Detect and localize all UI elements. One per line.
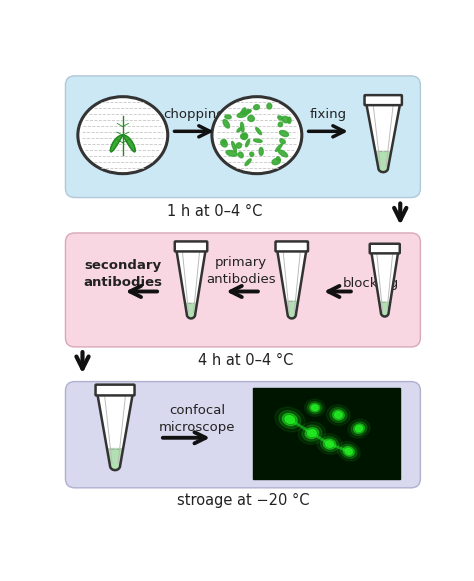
Ellipse shape bbox=[237, 128, 242, 132]
FancyBboxPatch shape bbox=[370, 244, 400, 253]
Bar bbox=[253, 388, 400, 479]
Text: secondary
antibodies: secondary antibodies bbox=[83, 259, 162, 289]
Ellipse shape bbox=[305, 399, 325, 416]
Ellipse shape bbox=[337, 442, 360, 461]
Text: 4 h at 0–4 °C: 4 h at 0–4 °C bbox=[198, 353, 293, 368]
Ellipse shape bbox=[279, 411, 301, 428]
Ellipse shape bbox=[221, 140, 227, 147]
Ellipse shape bbox=[223, 139, 226, 144]
Ellipse shape bbox=[232, 141, 237, 152]
Polygon shape bbox=[176, 249, 206, 318]
Ellipse shape bbox=[323, 439, 336, 449]
Ellipse shape bbox=[327, 405, 350, 425]
FancyBboxPatch shape bbox=[365, 95, 402, 105]
Ellipse shape bbox=[330, 407, 347, 422]
Polygon shape bbox=[376, 151, 390, 172]
FancyBboxPatch shape bbox=[96, 385, 135, 396]
Ellipse shape bbox=[317, 433, 342, 454]
Ellipse shape bbox=[285, 415, 294, 424]
Ellipse shape bbox=[280, 131, 289, 137]
Ellipse shape bbox=[245, 159, 251, 166]
Ellipse shape bbox=[250, 152, 254, 156]
Ellipse shape bbox=[254, 139, 262, 142]
Text: chopping: chopping bbox=[163, 107, 225, 120]
Text: 1 h at 0–4 °C: 1 h at 0–4 °C bbox=[166, 205, 262, 220]
Ellipse shape bbox=[226, 150, 237, 156]
Ellipse shape bbox=[246, 139, 250, 147]
Ellipse shape bbox=[298, 422, 326, 444]
FancyBboxPatch shape bbox=[65, 233, 420, 347]
Ellipse shape bbox=[241, 133, 247, 139]
Ellipse shape bbox=[343, 446, 355, 456]
FancyBboxPatch shape bbox=[65, 382, 420, 488]
Ellipse shape bbox=[238, 152, 243, 158]
FancyBboxPatch shape bbox=[275, 242, 308, 252]
Polygon shape bbox=[277, 249, 307, 318]
Ellipse shape bbox=[278, 122, 283, 127]
Polygon shape bbox=[186, 303, 196, 318]
Ellipse shape bbox=[240, 110, 251, 114]
Ellipse shape bbox=[254, 105, 259, 110]
Ellipse shape bbox=[267, 103, 272, 109]
Ellipse shape bbox=[326, 441, 334, 447]
Ellipse shape bbox=[223, 120, 229, 128]
Text: blocking: blocking bbox=[343, 277, 399, 290]
Ellipse shape bbox=[248, 116, 254, 121]
Ellipse shape bbox=[236, 143, 242, 148]
Ellipse shape bbox=[305, 428, 319, 439]
Text: primary
antibodies: primary antibodies bbox=[206, 256, 275, 286]
Ellipse shape bbox=[278, 150, 288, 157]
Ellipse shape bbox=[275, 144, 283, 152]
Ellipse shape bbox=[241, 134, 246, 139]
Ellipse shape bbox=[335, 412, 342, 418]
Ellipse shape bbox=[237, 112, 247, 117]
Ellipse shape bbox=[320, 436, 339, 451]
Ellipse shape bbox=[280, 139, 285, 144]
Ellipse shape bbox=[340, 444, 357, 458]
Ellipse shape bbox=[311, 405, 318, 410]
Polygon shape bbox=[380, 302, 390, 317]
Ellipse shape bbox=[351, 422, 367, 436]
Polygon shape bbox=[97, 393, 133, 470]
Ellipse shape bbox=[275, 407, 305, 432]
Ellipse shape bbox=[212, 96, 302, 174]
Text: confocal
microscope: confocal microscope bbox=[159, 404, 236, 435]
Polygon shape bbox=[108, 449, 122, 470]
Ellipse shape bbox=[308, 401, 322, 414]
Ellipse shape bbox=[282, 116, 289, 123]
Ellipse shape bbox=[332, 410, 344, 420]
Ellipse shape bbox=[308, 429, 316, 437]
Ellipse shape bbox=[288, 117, 291, 123]
Polygon shape bbox=[366, 103, 400, 172]
FancyBboxPatch shape bbox=[65, 76, 420, 198]
Polygon shape bbox=[371, 251, 398, 317]
FancyBboxPatch shape bbox=[175, 242, 207, 252]
Ellipse shape bbox=[356, 426, 363, 432]
Text: stroage at −20 °C: stroage at −20 °C bbox=[177, 493, 309, 508]
Ellipse shape bbox=[256, 128, 262, 135]
Ellipse shape bbox=[345, 448, 352, 454]
Ellipse shape bbox=[225, 115, 231, 119]
Ellipse shape bbox=[241, 122, 244, 132]
Ellipse shape bbox=[283, 413, 297, 426]
Text: fixing: fixing bbox=[310, 107, 347, 120]
Ellipse shape bbox=[272, 159, 280, 164]
Ellipse shape bbox=[241, 108, 246, 114]
Ellipse shape bbox=[348, 419, 370, 438]
Ellipse shape bbox=[302, 425, 322, 441]
Polygon shape bbox=[110, 135, 135, 152]
Ellipse shape bbox=[276, 157, 280, 161]
Ellipse shape bbox=[259, 148, 263, 155]
Ellipse shape bbox=[243, 110, 251, 114]
Ellipse shape bbox=[78, 96, 168, 174]
Polygon shape bbox=[286, 301, 297, 318]
Ellipse shape bbox=[278, 116, 283, 120]
Ellipse shape bbox=[354, 424, 365, 433]
Ellipse shape bbox=[310, 403, 320, 412]
